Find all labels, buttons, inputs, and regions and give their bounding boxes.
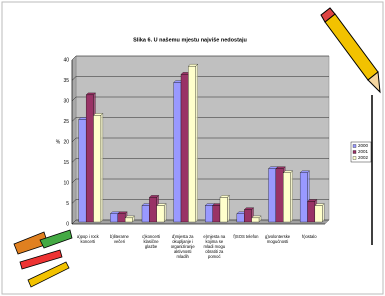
x-tick-label: h)ostalo xyxy=(295,234,323,239)
legend-label: 2002 xyxy=(358,155,369,160)
bar xyxy=(157,206,164,222)
x-tick-label: c)koncerti klasične glazbe xyxy=(137,234,165,249)
bar xyxy=(110,214,117,222)
bar xyxy=(220,197,227,222)
bar xyxy=(268,169,275,222)
y-tick-label: 25 xyxy=(63,119,69,125)
bar xyxy=(307,202,314,223)
bar-side xyxy=(164,204,166,222)
bar xyxy=(188,66,195,222)
y-tick-label: 15 xyxy=(63,160,69,166)
bar xyxy=(125,218,132,222)
x-tick-label: f)SOS telefon xyxy=(232,234,260,239)
bar-side xyxy=(101,113,103,222)
legend-swatch xyxy=(353,151,356,154)
bar xyxy=(252,218,259,222)
bar xyxy=(244,210,251,222)
bar-side xyxy=(322,204,324,222)
legend-swatch xyxy=(353,145,356,148)
y-tick-label: 20 xyxy=(63,139,69,145)
slide: Slika 6. U našemu mjestu najviše nedosta… xyxy=(0,0,385,296)
bar xyxy=(213,206,220,222)
bar xyxy=(237,214,244,222)
y-tick-label: 0 xyxy=(66,221,69,227)
bar-side xyxy=(227,195,229,222)
x-tick-label: b)literarne večeri xyxy=(105,234,133,244)
bar xyxy=(205,206,212,222)
bar xyxy=(94,115,101,222)
bar xyxy=(79,120,86,223)
bar xyxy=(315,206,322,222)
y-tick-label: 5 xyxy=(66,201,69,207)
bar xyxy=(300,173,307,222)
bar xyxy=(86,95,93,222)
y-tick-label: 35 xyxy=(63,78,69,84)
legend-swatch xyxy=(353,157,356,160)
x-tick-label: a)pop i rock koncerti xyxy=(74,234,102,244)
bar xyxy=(283,173,290,222)
chart-title: Slika 6. U našemu mjestu najviše nedosta… xyxy=(133,37,247,43)
x-tick-label: g)volonterske mogućnosti xyxy=(264,234,292,244)
bar-side xyxy=(196,64,198,222)
bar xyxy=(142,206,149,222)
y-axis-label: % xyxy=(56,139,61,145)
legend-label: 2001 xyxy=(358,149,369,154)
bar xyxy=(276,169,283,222)
legend-label: 2000 xyxy=(358,143,369,148)
bar xyxy=(118,214,125,222)
bar xyxy=(149,197,156,222)
bar xyxy=(181,74,188,222)
x-tick-label: e)mjesta na kojima se mladi mogu obratit… xyxy=(200,234,228,259)
y-tick-label: 30 xyxy=(63,98,69,104)
y-tick-label: 10 xyxy=(63,180,69,186)
bar xyxy=(174,83,181,222)
bar-side xyxy=(291,171,293,222)
y-tick-label: 40 xyxy=(63,57,69,63)
x-tick-label: d)mjesta za okupljanje i organiziranje a… xyxy=(169,234,197,259)
